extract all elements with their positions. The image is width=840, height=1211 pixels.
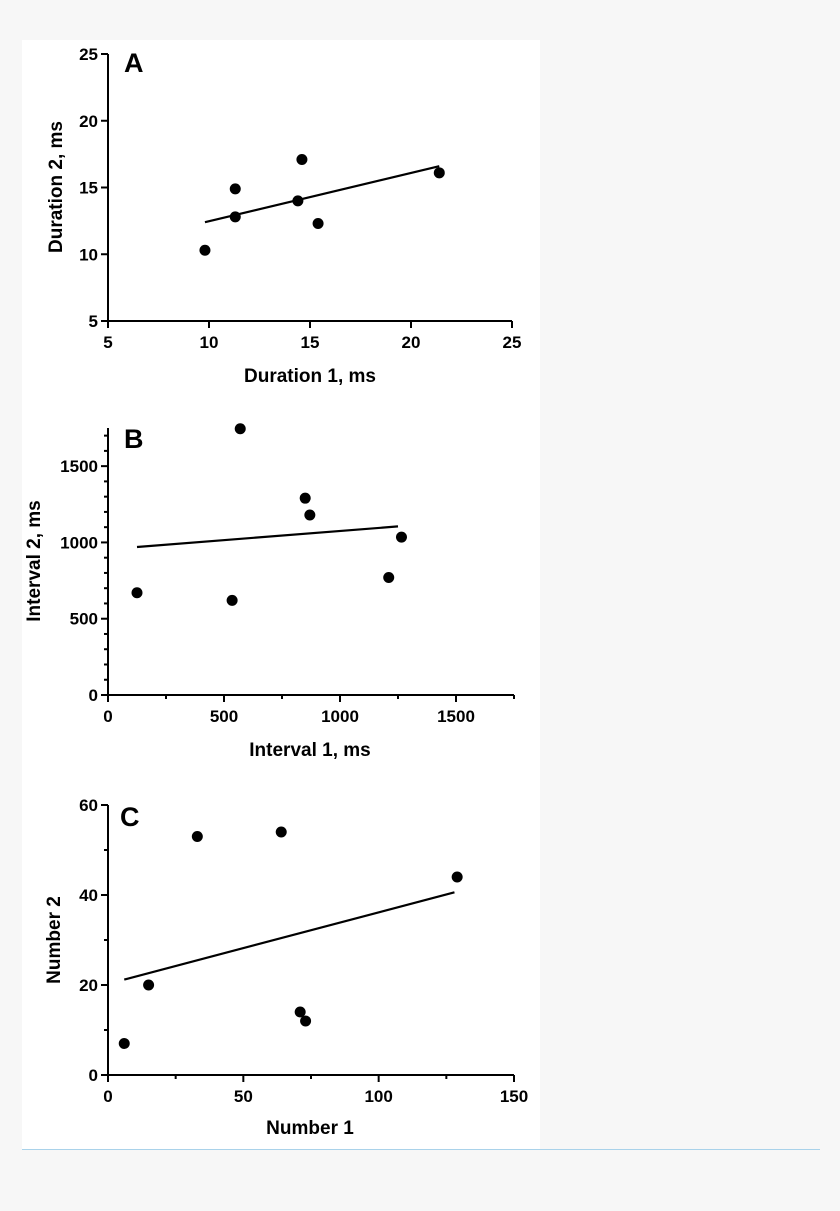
x-tick-label-b: 500 (210, 707, 238, 726)
regression-line-a (204, 165, 440, 224)
data-point-b (226, 594, 238, 606)
data-point-a (229, 183, 241, 195)
x-tick-label-c: 50 (234, 1087, 253, 1106)
y-tick-label-a: 10 (79, 245, 98, 264)
data-point-b (304, 509, 316, 521)
data-point-b (299, 492, 311, 504)
y-tick-label-c: 20 (79, 976, 98, 995)
panel-label-b: B (124, 424, 144, 454)
data-point-b (395, 531, 407, 543)
y-tick-label-b: 1500 (60, 457, 98, 476)
regression-line-c (123, 891, 455, 981)
bottom-divider (22, 1149, 820, 1150)
data-point-c (451, 871, 463, 883)
regression-line-b (136, 525, 399, 549)
x-tick-label-a: 5 (103, 333, 112, 352)
chart-panel-b: B Interval 1, ms Interval 2, ms 0 500 1000… (24, 423, 515, 761)
panel-label-c: C (120, 802, 140, 832)
data-point-b (383, 572, 395, 584)
data-point-c (191, 831, 203, 842)
x-tick-label-b: 0 (103, 707, 112, 726)
x-axis-title-a: Duration 1, ms (244, 366, 376, 387)
x-tick-label-c: 0 (103, 1087, 112, 1106)
x-tick-label-c: 100 (364, 1087, 392, 1106)
data-point-c (294, 1006, 306, 1018)
data-point-c (143, 979, 155, 991)
data-point-a (296, 153, 308, 165)
x-tick-label-a: 15 (301, 333, 320, 352)
data-point-a (312, 218, 324, 230)
y-tick-label-c: 40 (79, 886, 98, 905)
x-tick-label-a: 20 (402, 333, 421, 352)
x-axis-title-c: Number 1 (266, 1118, 354, 1139)
y-tick-label-a: 20 (79, 112, 98, 131)
marks-b: 0 500 1000 1500 0 500 1000 1500 (60, 423, 515, 726)
data-point-c (300, 1015, 312, 1027)
y-tick-label-b: 1000 (60, 533, 98, 552)
data-point-a (292, 195, 304, 207)
data-point-c (118, 1038, 130, 1049)
x-tick-label-c: 150 (500, 1087, 528, 1106)
data-point-a (199, 244, 211, 256)
y-tick-label-c: 60 (79, 796, 98, 815)
x-tick-label-a: 25 (503, 333, 522, 352)
panel-label-a: A (124, 48, 144, 78)
y-tick-label-a: 25 (79, 45, 98, 64)
x-axis-title-b: Interval 1, ms (249, 740, 370, 761)
y-tick-label-b: 0 (89, 686, 98, 705)
x-tick-label-a: 10 (200, 333, 219, 352)
x-tick-label-b: 1000 (321, 707, 359, 726)
y-axis-title-c: Number 2 (44, 896, 65, 984)
y-axis-title-b: Interval 2, ms (24, 500, 45, 621)
y-tick-label-b: 500 (70, 610, 98, 629)
y-axis-title-a: Duration 2, ms (46, 121, 67, 253)
data-point-c (275, 826, 287, 838)
data-point-b (131, 587, 143, 599)
y-tick-label-c: 0 (89, 1066, 98, 1085)
chart-panel-c: C Number 1 Number 2 0 50 100 150 0 20 40 60 (44, 796, 528, 1139)
data-point-b (234, 423, 246, 435)
x-tick-label-b: 1500 (437, 707, 475, 726)
marks-a: 5 10 15 20 25 5 10 15 20 25 (79, 45, 521, 352)
chart-panel-a: A Duration 1, ms Duration 2, ms 5 10 15 20 2… (46, 45, 521, 387)
data-point-a (433, 167, 445, 179)
y-tick-label-a: 5 (89, 312, 98, 331)
y-tick-label-a: 15 (79, 179, 98, 198)
data-point-a (229, 211, 241, 223)
marks-c: 0 50 100 150 0 20 40 60 (79, 796, 528, 1106)
